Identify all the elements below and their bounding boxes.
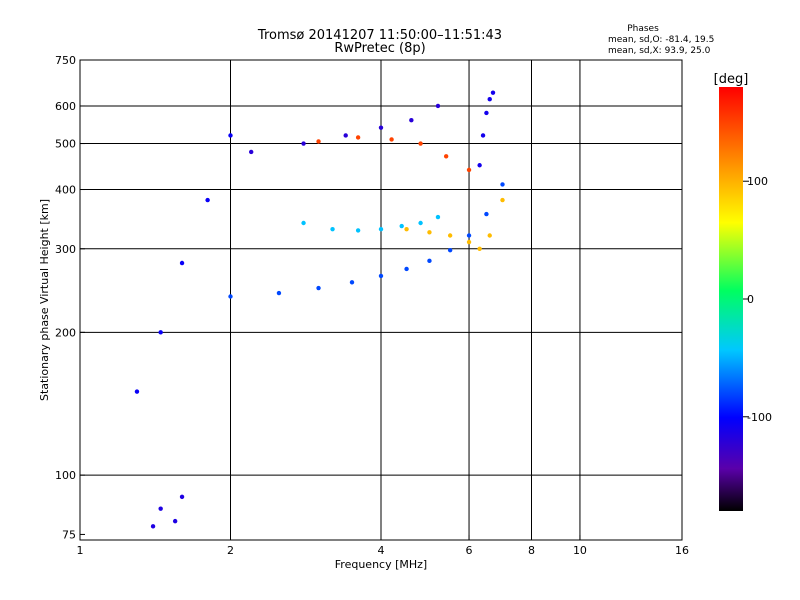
stats-line-x: mean, sd,X: 93.9, 25.0 [608,46,711,56]
scatter-point [389,137,394,142]
y-tick-label: 200 [55,326,76,339]
data-points [134,90,505,529]
scatter-point [316,285,321,291]
scatter-point [404,266,409,272]
scatter-point [447,233,453,238]
scatter-point [172,518,178,524]
scatter-point [301,141,306,146]
scatter-point [487,233,492,238]
scatter-point [228,133,233,138]
scatter-point [355,135,361,140]
y-tick-label: 500 [55,138,76,151]
scatter-point [466,233,472,238]
grid-lines [80,60,682,540]
scatter-point [316,139,321,144]
scatter-point [355,228,361,233]
scatter-point [484,110,489,116]
scatter-point [330,226,335,232]
colorbar-label: [deg] [714,72,749,87]
colorbar-ticks: 100 0 -100 [743,175,772,424]
y-tick-label: 100 [55,469,76,482]
scatter-point [480,133,486,138]
colorbar-gradient [719,87,743,511]
y-tick-label: 400 [55,184,76,197]
scatter-point [435,214,441,220]
scatter-point [477,246,482,251]
x-tick-label: 1 [77,544,84,557]
y-tick-label: 750 [55,54,76,67]
colorbar-tick-label: 0 [747,293,754,306]
x-tick-label: 16 [675,544,689,557]
chart-title-line1: Tromsø 20141207 11:50:00–11:51:43 [257,28,502,43]
scatter-point [490,90,496,95]
scatter-point [205,197,210,203]
scatter-point [349,280,355,285]
scatter-point [301,220,306,226]
scatter-point [484,211,489,217]
scatter-point [427,258,432,264]
scatter-point [500,182,505,187]
scatter-point [343,133,348,138]
scatter-point [409,117,414,123]
plot-area: 1 2 4 6 8 10 16 75 100 200 300 400 500 600 750 [55,54,689,557]
scatter-point [378,273,384,279]
scatter-point [179,494,185,500]
x-axis-ticks: 1 2 4 6 8 10 16 [77,535,689,557]
y-axis-ticks: 75 100 200 300 400 500 600 750 [55,54,85,541]
scatter-point [418,141,423,146]
y-axis-label: Stationary phase Virtual Height [km] [38,199,51,401]
scatter-point [378,226,384,232]
colorbar-tick-label: 100 [747,175,768,188]
chart-title-line2: RwPretec (8p) [334,41,425,56]
scatter-point [404,226,409,232]
x-tick-label: 2 [227,544,234,557]
scatter-point [418,220,423,226]
scatter-point [248,149,254,155]
scatter-point [399,223,404,229]
y-tick-label: 75 [62,528,76,541]
stats-line-o: mean, sd,O: -81.4, 19.5 [608,35,714,45]
scatter-point [179,260,185,266]
scatter-point [466,167,472,173]
scatter-point [158,330,163,335]
scatter-point [443,154,449,159]
x-tick-label: 8 [528,544,535,557]
scatter-point [427,230,432,235]
scatter-point [487,97,492,102]
scatter-point [378,125,384,130]
scatter-point [134,389,140,394]
x-tick-label: 6 [466,544,473,557]
x-tick-label: 10 [573,544,587,557]
x-tick-label: 4 [378,544,385,557]
colorbar-tick-label: -100 [747,411,772,424]
colorbar: [deg] 100 0 -100 [714,72,772,511]
x-axis-label: Frequency [MHz] [335,558,427,571]
scatter-point [466,239,472,245]
stats-heading: Phases [627,24,659,34]
scatter-point [228,294,233,299]
y-tick-label: 300 [55,243,76,256]
scatter-point [276,290,282,296]
scatter-point [158,506,163,511]
scatter-point [435,103,441,109]
scatter-point [447,247,453,253]
scatter-point [150,524,156,529]
scatter-point [500,197,505,203]
scatter-point [477,163,482,168]
y-tick-label: 600 [55,100,76,113]
